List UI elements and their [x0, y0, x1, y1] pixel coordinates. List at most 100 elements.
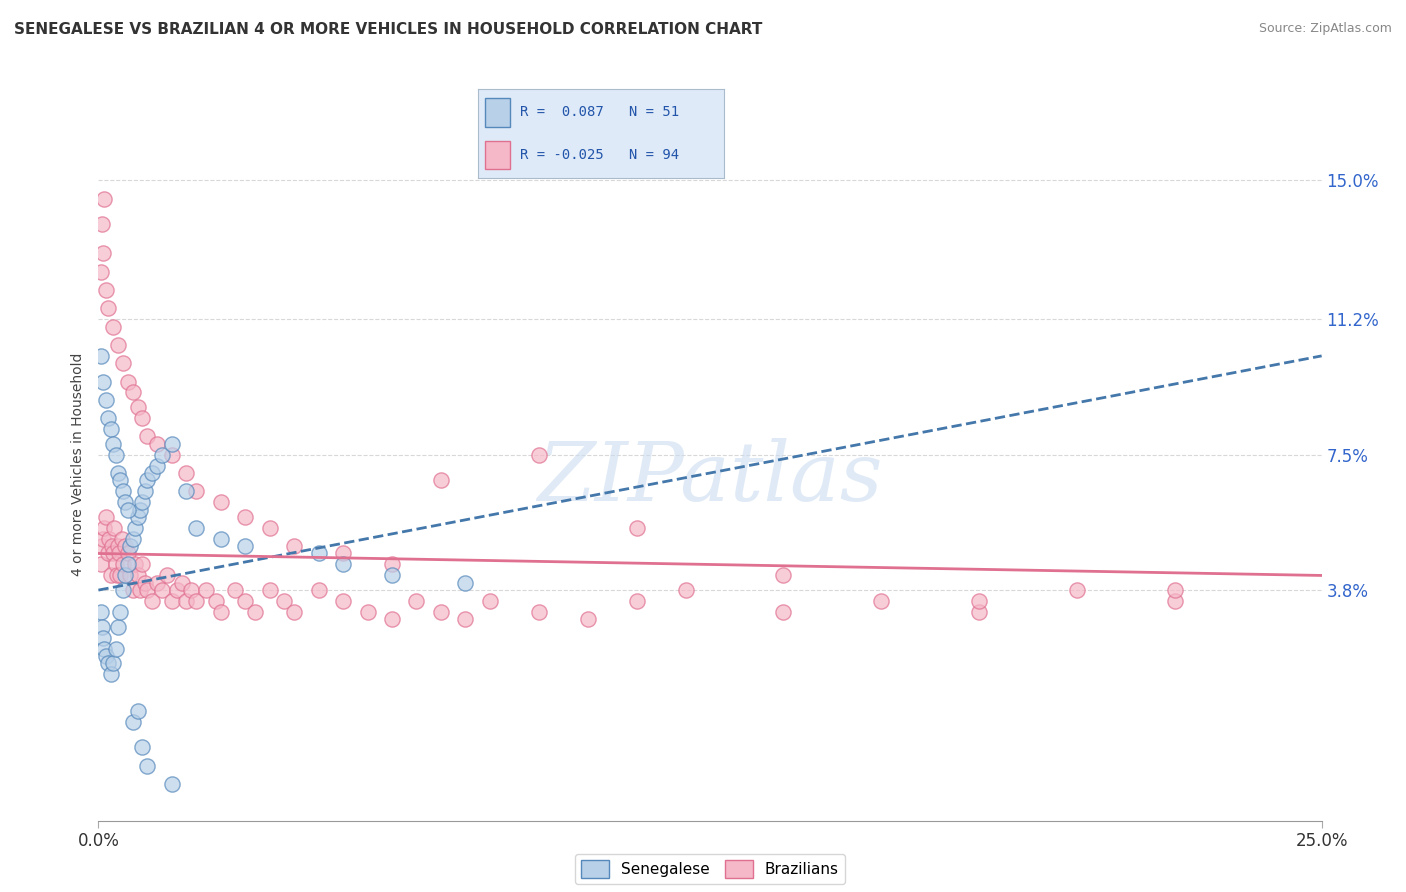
Point: [136, 473, 159, 487]
Point: [107, 338, 129, 352]
Point: [186, 484, 208, 499]
Point: [160, 594, 183, 608]
Point: [176, 466, 198, 480]
Point: [146, 575, 169, 590]
Point: [120, 568, 142, 582]
Point: [120, 539, 142, 553]
Point: [94, 283, 117, 297]
Point: [332, 594, 354, 608]
Point: [93, 641, 115, 656]
Point: [527, 448, 550, 462]
Text: R = -0.025   N = 94: R = -0.025 N = 94: [520, 148, 679, 162]
Point: [90, 605, 112, 619]
Point: [107, 620, 129, 634]
Point: [117, 547, 139, 561]
Point: [111, 356, 134, 370]
Point: [108, 547, 131, 561]
Point: [101, 319, 124, 334]
Point: [90, 265, 112, 279]
Point: [209, 532, 232, 546]
Point: [111, 558, 134, 572]
Point: [146, 436, 169, 450]
Point: [91, 539, 114, 553]
Point: [124, 521, 146, 535]
Point: [233, 539, 256, 553]
Point: [117, 558, 139, 572]
Point: [131, 740, 153, 755]
Text: SENEGALESE VS BRAZILIAN 4 OR MORE VEHICLES IN HOUSEHOLD CORRELATION CHART: SENEGALESE VS BRAZILIAN 4 OR MORE VEHICL…: [14, 22, 762, 37]
Point: [454, 575, 477, 590]
Point: [127, 509, 149, 524]
Point: [97, 301, 120, 316]
Point: [233, 509, 256, 524]
Point: [150, 448, 173, 462]
Point: [90, 558, 112, 572]
Point: [136, 429, 159, 443]
Point: [166, 583, 188, 598]
Point: [160, 436, 183, 450]
Point: [107, 466, 129, 480]
Point: [91, 246, 114, 260]
Point: [101, 436, 124, 450]
Point: [870, 594, 893, 608]
Point: [176, 594, 198, 608]
Point: [136, 758, 159, 772]
Point: [259, 583, 281, 598]
Point: [97, 547, 120, 561]
Point: [675, 583, 697, 598]
Point: [209, 605, 232, 619]
Point: [259, 521, 281, 535]
Point: [1066, 583, 1088, 598]
Point: [117, 375, 139, 389]
Point: [111, 583, 134, 598]
Point: [772, 568, 794, 582]
Point: [94, 648, 117, 663]
Point: [430, 473, 453, 487]
Point: [186, 521, 208, 535]
Point: [104, 558, 127, 572]
Point: [160, 448, 183, 462]
Point: [576, 612, 599, 626]
Point: [136, 583, 159, 598]
Point: [117, 502, 139, 516]
Point: [101, 539, 124, 553]
Point: [91, 375, 114, 389]
Point: [180, 583, 202, 598]
Point: [150, 583, 173, 598]
Point: [91, 217, 114, 231]
Point: [772, 605, 794, 619]
Point: [94, 392, 117, 407]
Point: [967, 594, 990, 608]
Point: [156, 568, 179, 582]
Point: [127, 568, 149, 582]
Point: [308, 583, 330, 598]
Point: [527, 605, 550, 619]
Point: [332, 547, 354, 561]
Point: [381, 612, 404, 626]
Legend: Senegalese, Brazilians: Senegalese, Brazilians: [575, 854, 845, 884]
Point: [160, 777, 183, 791]
Point: [105, 568, 128, 582]
Point: [100, 667, 122, 681]
Point: [273, 594, 295, 608]
Point: [129, 502, 152, 516]
Point: [243, 605, 266, 619]
Point: [104, 448, 127, 462]
Point: [195, 583, 218, 598]
Point: [104, 641, 127, 656]
Point: [124, 558, 146, 572]
Point: [129, 583, 152, 598]
Point: [101, 547, 124, 561]
Point: [131, 495, 153, 509]
Point: [626, 521, 648, 535]
Point: [134, 575, 156, 590]
Point: [103, 521, 125, 535]
Bar: [485, 98, 510, 127]
Point: [94, 509, 117, 524]
Point: [111, 484, 134, 499]
Point: [134, 484, 156, 499]
Point: [121, 583, 143, 598]
Point: [405, 594, 427, 608]
Point: [176, 484, 198, 499]
Point: [100, 422, 122, 436]
